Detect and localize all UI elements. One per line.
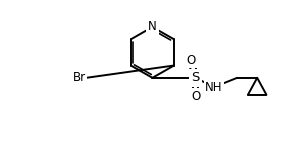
Text: O: O [186, 54, 196, 67]
Text: Br: Br [73, 71, 86, 84]
Text: N: N [148, 21, 157, 33]
Text: S: S [191, 71, 200, 84]
Text: NH: NH [205, 81, 223, 94]
Text: O: O [191, 90, 200, 103]
